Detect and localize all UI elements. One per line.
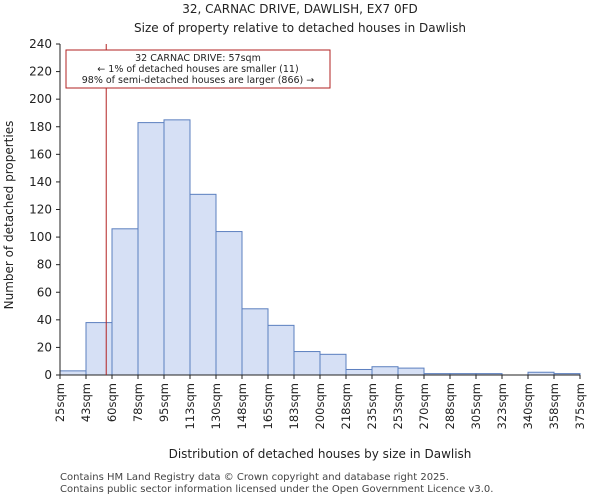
x-tick-label-305sqm: 305sqm bbox=[469, 383, 483, 429]
bar-78sqm bbox=[137, 122, 165, 376]
bar-218sqm bbox=[345, 368, 373, 376]
x-tick-label-25sqm: 25sqm bbox=[53, 383, 67, 422]
bar-130sqm bbox=[215, 231, 243, 376]
y-tick-label-0: 0 bbox=[44, 368, 52, 382]
y-tick-label-60: 60 bbox=[37, 285, 52, 299]
bar-95sqm bbox=[163, 119, 191, 376]
x-tick-label-148sqm: 148sqm bbox=[235, 383, 249, 429]
x-tick-label-235sqm: 235sqm bbox=[365, 383, 379, 429]
y-tick-label-40: 40 bbox=[37, 313, 52, 327]
x-tick-label-218sqm: 218sqm bbox=[339, 383, 353, 429]
bars-layer bbox=[59, 119, 581, 376]
x-tick-label-323sqm: 323sqm bbox=[495, 383, 509, 429]
x-tick-label-113sqm: 113sqm bbox=[183, 383, 197, 429]
annotation-box bbox=[65, 49, 331, 89]
y-tick-label-140: 140 bbox=[29, 175, 52, 189]
bar-60sqm bbox=[111, 228, 139, 376]
bar-25sqm bbox=[59, 370, 87, 376]
x-tick-label-288sqm: 288sqm bbox=[443, 383, 457, 429]
x-tick-label-43sqm: 43sqm bbox=[79, 383, 93, 422]
x-tick-label-183sqm: 183sqm bbox=[287, 383, 301, 429]
x-axis-label: Distribution of detached houses by size … bbox=[169, 447, 472, 461]
y-tick-label-80: 80 bbox=[37, 258, 52, 272]
footer-line-2: Contains public sector information licen… bbox=[60, 484, 494, 495]
y-tick-label-240: 240 bbox=[29, 37, 52, 51]
footer-line-1: Contains HM Land Registry data © Crown c… bbox=[60, 472, 449, 483]
x-tick-label-340sqm: 340sqm bbox=[521, 383, 535, 429]
bar-235sqm bbox=[371, 366, 399, 376]
y-tick-label-180: 180 bbox=[29, 120, 52, 134]
x-tick-label-200sqm: 200sqm bbox=[313, 383, 327, 429]
bar-43sqm bbox=[85, 322, 113, 376]
y-tick-label-20: 20 bbox=[37, 340, 52, 354]
x-tick-label-270sqm: 270sqm bbox=[417, 383, 431, 429]
x-tick-label-165sqm: 165sqm bbox=[261, 383, 275, 429]
y-axis-label: Number of detached properties bbox=[2, 121, 16, 310]
bar-165sqm bbox=[267, 324, 295, 376]
x-tick-label-130sqm: 130sqm bbox=[209, 383, 223, 429]
y-tick-label-120: 120 bbox=[29, 203, 52, 217]
bar-148sqm bbox=[241, 308, 269, 376]
x-tick-label-375sqm: 375sqm bbox=[573, 383, 587, 429]
chart-subtitle: Size of property relative to detached ho… bbox=[134, 21, 466, 35]
marker-layer: 32 CARNAC DRIVE: 57sqm← 1% of detached h… bbox=[65, 44, 331, 375]
y-tick-label-100: 100 bbox=[29, 230, 52, 244]
x-tick-label-78sqm: 78sqm bbox=[131, 383, 145, 422]
y-tick-label-220: 220 bbox=[29, 65, 52, 79]
chart-title: 32, CARNAC DRIVE, DAWLISH, EX7 0FD bbox=[182, 2, 418, 16]
y-tick-label-200: 200 bbox=[29, 92, 52, 106]
bar-200sqm bbox=[319, 353, 347, 376]
y-tick-label-160: 160 bbox=[29, 147, 52, 161]
annotation-line-2: ← 1% of detached houses are smaller (11) bbox=[97, 64, 298, 75]
bar-183sqm bbox=[293, 351, 321, 376]
annotation-line-1: 32 CARNAC DRIVE: 57sqm bbox=[135, 53, 261, 64]
axes-layer: 0 20 40 60 80 100 120 140 160 180 200 220 240 25sqm 43… bbox=[29, 37, 587, 429]
x-tick-label-60sqm: 60sqm bbox=[105, 383, 119, 422]
x-tick-label-358sqm: 358sqm bbox=[547, 383, 561, 429]
bar-253sqm bbox=[397, 367, 425, 376]
x-tick-label-95sqm: 95sqm bbox=[157, 383, 171, 422]
annotation-line-3: 98% of semi-detached houses are larger (… bbox=[82, 75, 315, 86]
x-tick-label-253sqm: 253sqm bbox=[391, 383, 405, 429]
bar-113sqm bbox=[189, 193, 217, 376]
